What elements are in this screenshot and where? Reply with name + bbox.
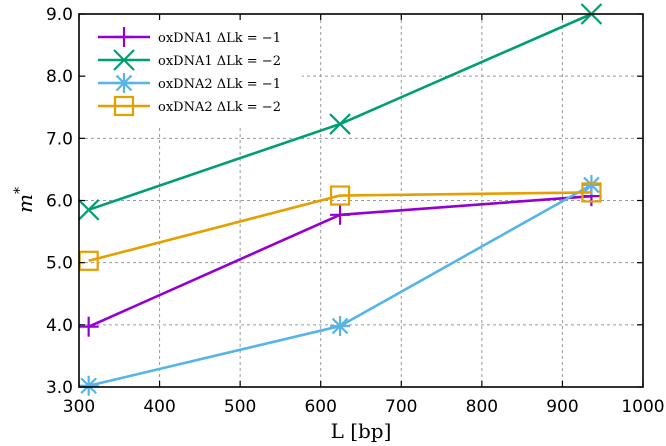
series-line-4 bbox=[88, 191, 592, 263]
data-point bbox=[77, 199, 100, 221]
x-tick-label: 400 bbox=[143, 397, 175, 417]
x-tick-label: 300 bbox=[63, 397, 95, 417]
x-axis-label: L [bp] bbox=[331, 419, 392, 443]
y-tick-label: 5.0 bbox=[46, 254, 73, 274]
legend-label: oxDNA1 ΔLk = −1 bbox=[158, 31, 281, 46]
x-tick-label: 600 bbox=[304, 397, 336, 417]
data-point bbox=[330, 204, 351, 225]
data-point bbox=[581, 174, 602, 195]
legend-label: oxDNA1 ΔLk = −2 bbox=[158, 54, 281, 69]
y-tick-label: 4.0 bbox=[46, 316, 73, 336]
legend-marker bbox=[113, 95, 135, 117]
x-tick-label: 500 bbox=[224, 397, 256, 417]
data-point bbox=[330, 316, 351, 337]
x-tick-label: 1000 bbox=[621, 397, 664, 417]
x-tick-label: 900 bbox=[546, 397, 578, 417]
legend-marker bbox=[114, 73, 134, 93]
grid-lines bbox=[79, 14, 643, 387]
series-lines bbox=[77, 3, 603, 396]
data-point bbox=[78, 375, 99, 396]
legend: oxDNA1 ΔLk = −1 oxDNA1 ΔLk = −2 oxDNA2 ΔLk… bbox=[86, 20, 302, 125]
x-tick-label: 700 bbox=[385, 397, 417, 417]
y-tick-label: 9.0 bbox=[46, 5, 73, 25]
y-axis-label: m* bbox=[12, 187, 37, 213]
y-tick-label: 6.0 bbox=[46, 192, 73, 212]
data-point bbox=[329, 113, 351, 135]
y-tick-label: 8.0 bbox=[46, 67, 73, 87]
data-point bbox=[581, 182, 602, 203]
y-tick-label: 7.0 bbox=[46, 129, 73, 149]
legend-marker bbox=[113, 49, 135, 71]
axis-ticks: 300 400 500 600 700 800 900 1000 3.0 4.0 5.0 6.0 7.0… bbox=[46, 5, 665, 417]
legend-marker bbox=[114, 27, 134, 47]
x-tick-label: 800 bbox=[466, 397, 498, 417]
legend-label: oxDNA2 ΔLk = −2 bbox=[158, 100, 281, 115]
data-point bbox=[329, 185, 351, 206]
data-point bbox=[78, 316, 99, 337]
y-tick-label: 3.0 bbox=[46, 378, 73, 398]
legend-label: oxDNA2 ΔLk = −1 bbox=[158, 77, 281, 92]
